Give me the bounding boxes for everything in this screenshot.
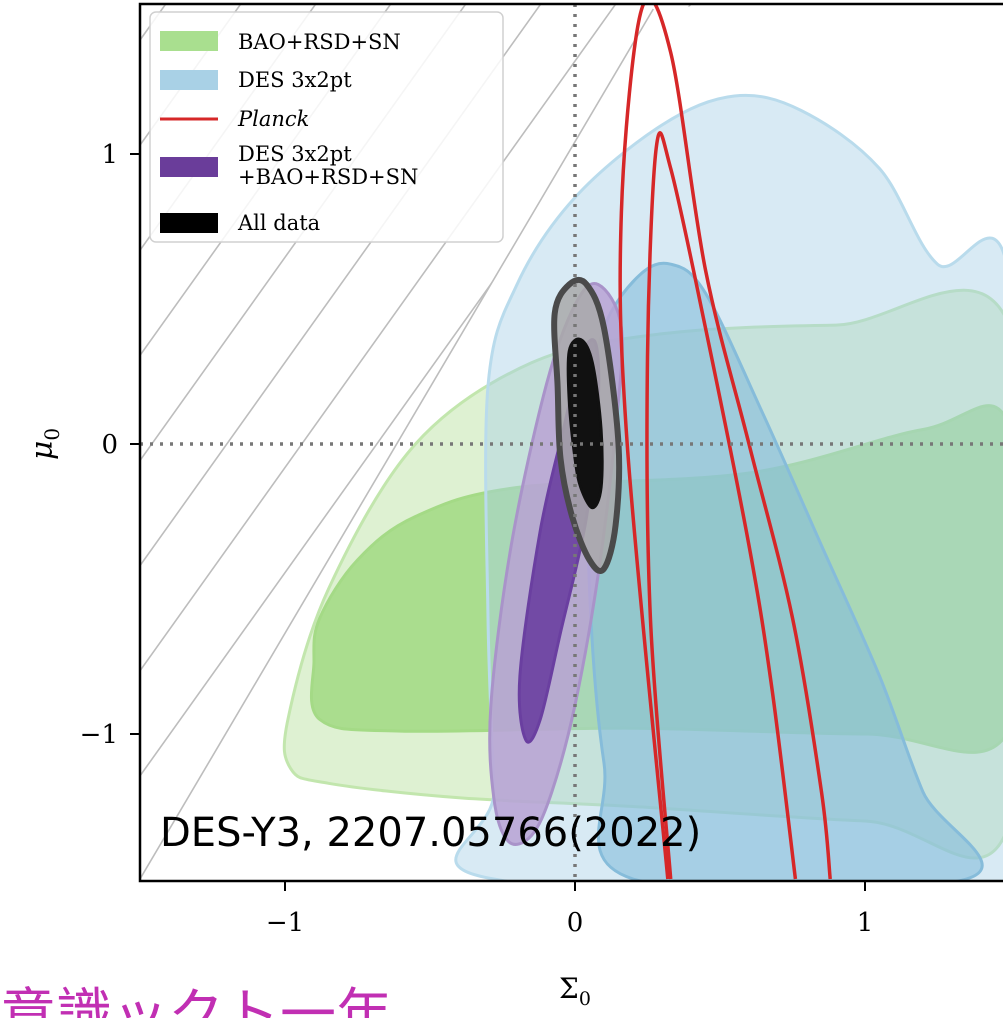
legend-swatch-des: [160, 70, 218, 90]
y-tick-label: −1: [80, 720, 118, 750]
exclusion-boundary-line: [140, 8, 654, 880]
plot-area: [140, 4, 1003, 881]
x-tick-label: 0: [567, 908, 584, 938]
x-axis-label: Σ0: [559, 972, 591, 1010]
legend-label-combined: DES 3x2pt +BAO+RSD+SN: [238, 142, 418, 189]
overlay-text-fragment: 意識ックト一年: [0, 983, 392, 1018]
citation-annotation: DES-Y3, 2207.05766(2022): [160, 810, 701, 856]
contour-planck-95: [618, 4, 832, 880]
hatch-line: [140, 4, 617, 673]
x-tick-label: 1: [857, 908, 874, 938]
legend-label-des: DES 3x2pt: [238, 68, 352, 92]
y-tick-label: 1: [101, 140, 118, 170]
legend-label-all: All data: [237, 211, 320, 235]
legend-box: [149, 11, 504, 243]
contour-planck-68: [645, 131, 798, 880]
hatch-line: [140, 4, 242, 147]
x-tick-label: −1: [266, 908, 304, 938]
y-axis-ticks: −1 0 1: [80, 140, 140, 750]
legend: BAO+RSD+SN DES 3x2pt Planck DES 3x2pt +B…: [149, 11, 504, 243]
legend-swatch-bao: [160, 31, 218, 51]
legend-label-planck: Planck: [237, 107, 309, 131]
contours: [282, 4, 1003, 881]
y-tick-label: 0: [101, 430, 118, 460]
legend-swatch-combined: [160, 157, 218, 177]
plot-frame: [138, 2, 1003, 883]
legend-label-bao: BAO+RSD+SN: [238, 30, 401, 54]
x-axis-ticks: −1 0 1: [266, 881, 873, 938]
legend-swatch-all: [160, 213, 218, 233]
y-axis-label: μ0: [25, 428, 64, 460]
